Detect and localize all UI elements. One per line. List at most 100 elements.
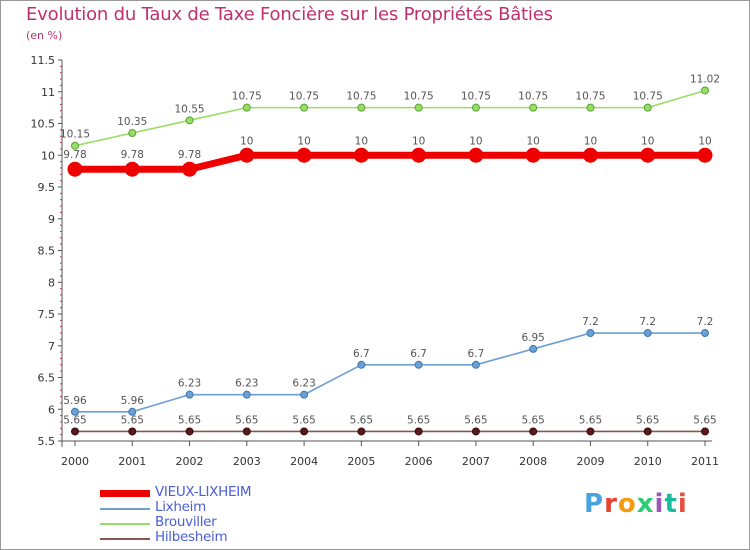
- x-tick-label: 2005: [347, 455, 375, 468]
- data-point-hilbesheim: [586, 427, 595, 436]
- data-label-hilbesheim: 5.65: [521, 414, 544, 426]
- data-label-brouviller: 10.75: [404, 91, 434, 103]
- data-point-lixheim: [185, 390, 194, 399]
- data-point-vieux-lixheim: [640, 147, 656, 163]
- data-label-lixheim: 5.96: [63, 395, 87, 407]
- data-label-lixheim: 7.2: [582, 316, 599, 328]
- data-label-lixheim: 6.23: [292, 378, 315, 390]
- data-label-hilbesheim: 5.65: [636, 414, 659, 426]
- data-point-lixheim: [414, 360, 423, 369]
- data-point-brouviller: [300, 103, 309, 112]
- y-tick-label: 7.5: [38, 308, 56, 321]
- chart-title: Evolution du Taux de Taxe Foncière sur l…: [26, 4, 553, 25]
- x-tick-label: 2007: [462, 455, 490, 468]
- data-label-lixheim: 7.2: [697, 316, 714, 328]
- data-point-vieux-lixheim: [67, 161, 83, 177]
- data-point-lixheim: [242, 390, 251, 399]
- data-point-vieux-lixheim: [411, 147, 427, 163]
- data-label-brouviller: 10.75: [518, 91, 548, 103]
- data-label-brouviller: 11.02: [690, 73, 720, 85]
- y-tick-label: 6.5: [38, 372, 56, 385]
- data-label-hilbesheim: 5.65: [63, 414, 86, 426]
- data-label-hilbesheim: 5.65: [121, 414, 144, 426]
- legend-swatch: [100, 523, 150, 525]
- data-point-lixheim: [471, 360, 480, 369]
- data-label-vieux-lixheim: 10: [297, 135, 310, 147]
- series-line-vieux-lixheim: [75, 151, 705, 173]
- data-label-vieux-lixheim: 10: [641, 135, 654, 147]
- data-point-brouviller: [701, 86, 709, 95]
- series-line-brouviller: [74, 89, 706, 147]
- data-point-hilbesheim: [529, 427, 538, 436]
- data-label-lixheim: 5.96: [121, 395, 145, 407]
- data-point-vieux-lixheim: [124, 161, 140, 177]
- data-label-brouviller: 10.15: [60, 129, 90, 141]
- data-label-lixheim: 7.2: [639, 316, 656, 328]
- proxiti-logo: Proxiti: [584, 489, 688, 519]
- y-tick-label: 11.5: [31, 54, 56, 67]
- data-label-vieux-lixheim: 10: [355, 135, 368, 147]
- data-point-hilbesheim: [471, 427, 480, 436]
- data-label-hilbesheim: 5.65: [235, 414, 258, 426]
- data-point-hilbesheim: [414, 427, 423, 436]
- data-point-vieux-lixheim: [296, 147, 312, 163]
- data-label-brouviller: 10.75: [232, 91, 262, 103]
- data-point-lixheim: [701, 329, 709, 338]
- data-point-hilbesheim: [643, 427, 652, 436]
- data-point-hilbesheim: [357, 427, 366, 436]
- y-tick-label: 9: [48, 213, 55, 226]
- data-point-vieux-lixheim: [182, 161, 198, 177]
- y-tick-label: 8.5: [38, 245, 56, 258]
- data-label-lixheim: 6.23: [235, 378, 258, 390]
- data-point-lixheim: [643, 329, 652, 338]
- data-point-hilbesheim: [128, 427, 137, 436]
- data-label-lixheim: 6.7: [410, 348, 427, 360]
- data-label-brouviller: 10.35: [117, 116, 147, 128]
- x-tick-label: 2004: [290, 455, 318, 468]
- data-point-brouviller: [128, 129, 137, 138]
- data-point-brouviller: [185, 116, 194, 125]
- data-point-brouviller: [71, 141, 79, 150]
- data-point-brouviller: [471, 103, 480, 112]
- x-tick-label: 2010: [634, 455, 662, 468]
- data-point-lixheim: [128, 407, 137, 416]
- data-point-brouviller: [357, 103, 366, 112]
- data-point-lixheim: [529, 344, 538, 353]
- data-label-brouviller: 10.55: [175, 103, 205, 115]
- data-label-brouviller: 10.75: [346, 91, 376, 103]
- x-tick-label: 2000: [61, 455, 89, 468]
- series-line-lixheim: [75, 332, 705, 413]
- y-tick-label: 10.5: [31, 118, 56, 131]
- data-label-lixheim: 6.23: [178, 378, 201, 390]
- legend-label: Lixheim: [155, 499, 206, 515]
- legend-swatch: [100, 508, 150, 510]
- data-label-hilbesheim: 5.65: [464, 414, 487, 426]
- data-point-brouviller: [586, 103, 595, 112]
- y-tick-label: 8: [48, 276, 55, 289]
- x-tick-label: 2006: [405, 455, 433, 468]
- data-label-brouviller: 10.75: [461, 91, 491, 103]
- data-label-vieux-lixheim: 10: [526, 135, 539, 147]
- data-point-lixheim: [71, 407, 79, 416]
- data-label-lixheim: 6.7: [353, 348, 370, 360]
- y-axis-unit: (en %): [26, 29, 63, 42]
- data-label-brouviller: 10.75: [289, 91, 319, 103]
- data-label-vieux-lixheim: 10: [412, 135, 425, 147]
- x-tick-label: 2008: [519, 455, 547, 468]
- data-label-vieux-lixheim: 10: [240, 135, 253, 147]
- legend-swatch: [100, 490, 150, 497]
- data-point-vieux-lixheim: [525, 147, 541, 163]
- data-point-lixheim: [357, 360, 366, 369]
- y-tick-label: 6: [48, 403, 55, 416]
- data-point-brouviller: [643, 103, 652, 112]
- data-label-vieux-lixheim: 9.78: [178, 149, 201, 161]
- data-label-hilbesheim: 5.65: [579, 414, 602, 426]
- data-label-hilbesheim: 5.65: [407, 414, 430, 426]
- y-tick-label: 7: [48, 340, 55, 353]
- x-tick-label: 2009: [576, 455, 604, 468]
- data-label-vieux-lixheim: 9.78: [121, 149, 144, 161]
- data-point-vieux-lixheim: [697, 147, 713, 163]
- data-label-hilbesheim: 5.65: [178, 414, 201, 426]
